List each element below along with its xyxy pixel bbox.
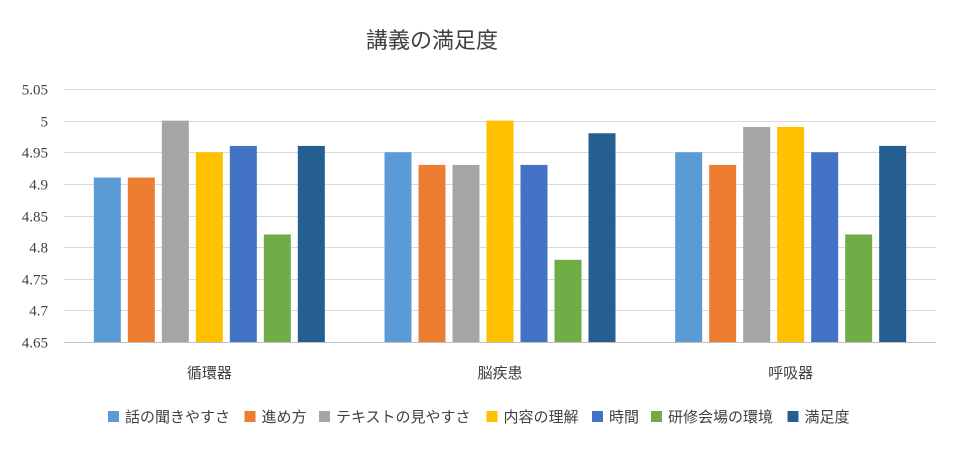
legend-swatch [787, 411, 799, 422]
y-tick-label: 4.8 [29, 241, 48, 257]
legend-swatch [108, 411, 119, 422]
bar [709, 164, 737, 342]
x-category-label: 循環器 [187, 364, 232, 382]
bar [263, 234, 291, 342]
legend-label: 内容の理解 [504, 408, 579, 426]
bar [161, 120, 189, 342]
bar [554, 259, 582, 342]
legend-label: 満足度 [805, 408, 850, 426]
bar [675, 152, 703, 342]
bar [811, 152, 839, 342]
bar [195, 152, 223, 342]
legend-label: 時間 [609, 408, 639, 426]
bar [297, 145, 325, 342]
y-tick-label: 4.9 [29, 178, 48, 194]
bar [384, 152, 412, 342]
legend-swatch [244, 411, 256, 422]
legend-swatch [486, 411, 498, 422]
bar [93, 177, 121, 342]
legend-swatch [592, 411, 603, 422]
legend-label: 研修会場の環境 [668, 408, 773, 426]
legend-label: 話の聞きやすさ [125, 408, 230, 426]
bar [845, 234, 873, 342]
chart-title: 講義の満足度 [366, 29, 498, 54]
bar [452, 164, 480, 342]
bar [879, 145, 907, 342]
y-tick-label: 4.65 [22, 336, 48, 352]
bar [127, 177, 155, 342]
bar [743, 126, 771, 342]
x-category-label: 脳疾患 [477, 364, 522, 382]
y-axis-ticks: 4.65 4.7 4.75 4.8 4.85 4.9 4.95 5 5.05 [22, 83, 49, 352]
y-tick-label: 5.05 [22, 83, 48, 99]
y-tick-label: 4.85 [22, 210, 48, 226]
bars [93, 120, 907, 342]
bar [777, 126, 805, 342]
x-category-label: 呼吸器 [768, 364, 813, 382]
bar [588, 133, 616, 342]
bar [486, 120, 514, 342]
y-tick-label: 4.75 [22, 273, 48, 289]
legend-swatch [319, 411, 330, 422]
legend-label: 進め方 [262, 408, 307, 426]
x-axis-categories: 循環器 脳疾患 呼吸器 [187, 364, 813, 382]
bar [229, 145, 257, 342]
legend-label: テキストの見やすさ [336, 408, 471, 426]
legend: 話の聞きやすさ 進め方 テキストの見やすさ 内容の理解 時間 研修会場の環境 満足度 [108, 408, 850, 426]
y-tick-label: 4.7 [29, 304, 48, 320]
legend-swatch [651, 411, 662, 422]
y-tick-label: 4.95 [22, 146, 48, 162]
y-tick-label: 5 [41, 115, 49, 131]
bar [520, 164, 548, 342]
bar [418, 164, 446, 342]
